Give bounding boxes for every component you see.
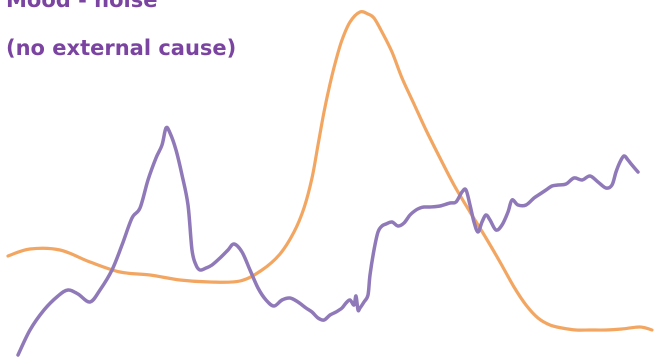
series-layer bbox=[8, 12, 652, 355]
